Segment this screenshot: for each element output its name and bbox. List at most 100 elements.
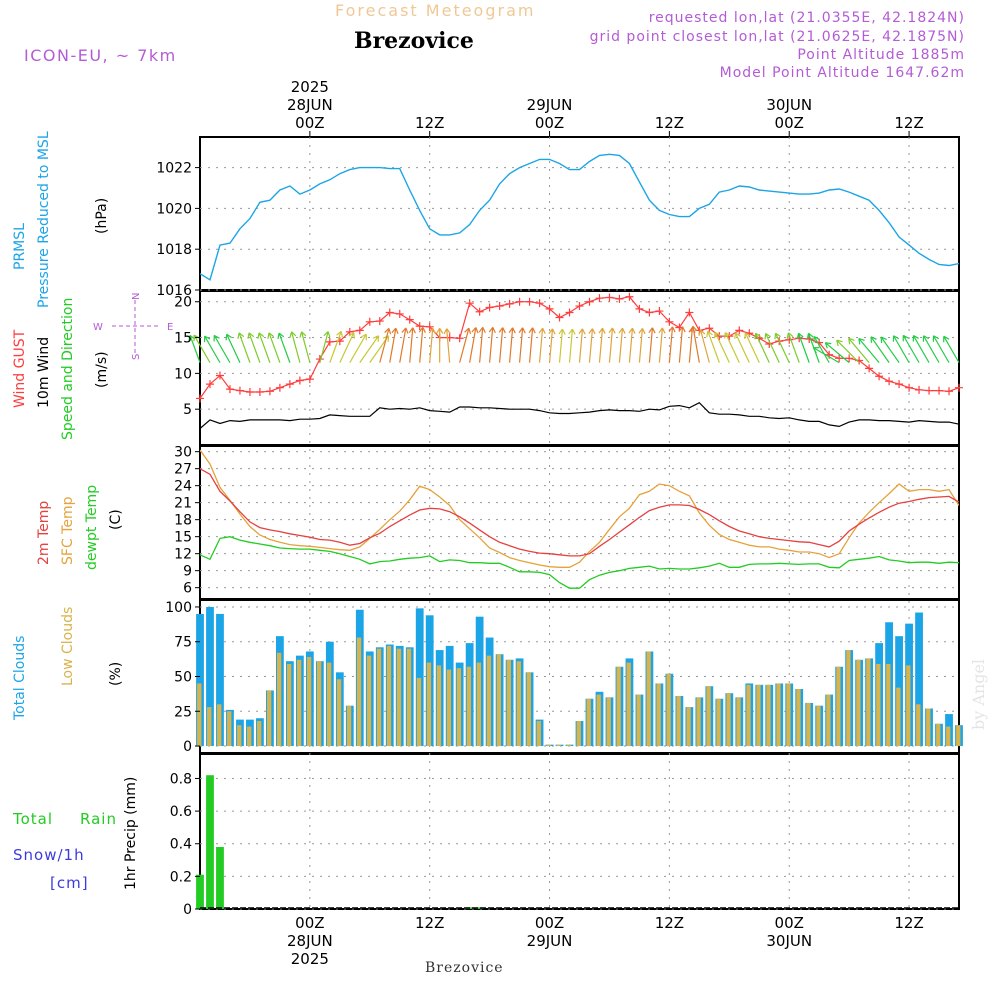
gust-point (345, 327, 354, 336)
wind-direction-arrow (268, 332, 281, 363)
wind-arrowhead (464, 327, 472, 335)
bottom-time-label: 29JUN (527, 932, 573, 950)
temp-tick-label: 15 (174, 530, 192, 546)
wind-arrowhead (724, 332, 731, 339)
compass-s: S (131, 354, 142, 360)
wind-direction-arrow (339, 332, 355, 363)
wind-direction-arrow (213, 335, 231, 363)
temp-label-2m: 2m Temp (36, 501, 52, 565)
low-cloud-bar (516, 661, 521, 747)
wind-direction-arrow (678, 326, 684, 363)
wind-direction-arrow (658, 327, 664, 363)
gust-point (955, 383, 963, 392)
low-cloud-bar (886, 663, 891, 747)
wind-direction-arrow (248, 332, 261, 363)
gust-point (295, 376, 304, 385)
wind-direction-arrow (399, 327, 407, 363)
wind-direction-arrow (668, 326, 674, 363)
wind-arrowhead (678, 326, 686, 333)
wind-arrowhead (578, 328, 586, 335)
gust-point (305, 375, 314, 384)
temp-label-dewpt: dewpt Temp (84, 485, 100, 570)
location-title: Brezovice (354, 28, 474, 54)
bottom-time-label: 2025 (291, 950, 329, 968)
wind-direction-arrow (349, 333, 367, 363)
total-cloud-bar (415, 608, 424, 747)
low-cloud-bar (286, 663, 292, 747)
wind-arrowhead (706, 330, 713, 338)
gust-point (205, 380, 214, 389)
gust-point (355, 326, 364, 335)
wind-arrowhead (858, 337, 865, 345)
low-cloud-bar (926, 708, 931, 747)
temp-label-sfc: SFC Temp (60, 496, 76, 565)
wind-direction-arrow (858, 338, 880, 364)
wind-direction-arrow (699, 329, 710, 363)
wind-arrowhead (690, 325, 698, 333)
total-cloud-bar (206, 606, 214, 747)
low-cloud-bar (686, 707, 691, 747)
wind-arrowhead (267, 332, 275, 339)
wind-arrowhead (478, 326, 486, 333)
low-cloud-bar (316, 661, 322, 747)
gust-point (245, 387, 254, 396)
gust-point (915, 385, 924, 394)
gust-point (495, 302, 504, 311)
precip-label-rain: Rain (80, 810, 117, 828)
gust-point (905, 383, 914, 392)
wind-direction-arrow (902, 335, 920, 363)
wind-direction-arrow (291, 331, 301, 363)
low-cloud-bar (566, 744, 571, 747)
grid-lines (200, 137, 959, 910)
low-cloud-bar (626, 662, 631, 747)
wind-arrowhead (558, 328, 566, 335)
wind-direction-arrow (870, 336, 890, 363)
gust-point (945, 387, 954, 396)
low-cloud-bar (666, 673, 671, 747)
low-cloud-bar (956, 725, 961, 747)
wind-direction-arrow (446, 328, 451, 363)
precip-tick-label: 0.6 (170, 804, 192, 820)
gust-point (925, 386, 934, 395)
precip-tick-label: 0.4 (170, 837, 192, 853)
wind-arrowhead (812, 347, 820, 354)
gust-point (285, 380, 294, 389)
wind-arrowhead (848, 337, 855, 345)
low-cloud-bar (296, 659, 302, 747)
low-cloud-bar (197, 683, 202, 747)
gust-point (525, 297, 534, 306)
wind-arrowhead (382, 335, 390, 342)
point-altitude: Point Altitude 1885m (797, 47, 965, 63)
wind-arrowhead (744, 332, 751, 339)
wind-arrowhead (384, 327, 392, 335)
wind-direction-arrow (692, 326, 700, 363)
low-cloud-bar (406, 648, 412, 747)
gust-point (465, 299, 474, 308)
wind-direction-arrow (943, 336, 960, 363)
pressure-tick-label: 1022 (156, 161, 192, 177)
gust-point (325, 337, 334, 346)
wind-arrowhead (648, 327, 656, 334)
gust-point (665, 317, 674, 326)
wind-arrowhead (237, 332, 245, 339)
precip-tick-label: 0 (183, 902, 192, 918)
wind-arrowhead (498, 327, 506, 334)
gust-point (365, 317, 374, 326)
model-label: ICON-EU, ~ 7km (24, 46, 177, 65)
wind-arrowhead (408, 327, 416, 334)
low-cloud-bar (776, 683, 781, 747)
panel-frame-wind (199, 290, 960, 446)
wind-label-dir: Speed and Direction (60, 298, 76, 440)
wind-arrowhead (912, 335, 919, 342)
model-altitude: Model Point Altitude 1647.62m (720, 65, 965, 81)
wind-direction-arrow (469, 327, 477, 363)
wind-speed-line (199, 401, 960, 429)
low-cloud-bar (606, 697, 611, 747)
gust-point (255, 387, 264, 396)
low-cloud-bar (596, 694, 601, 747)
wind-arrowhead (360, 333, 367, 341)
wind-direction-arrow (578, 328, 584, 363)
wind-direction-arrow (724, 332, 740, 363)
wind-direction-arrow (459, 328, 470, 363)
wind-direction-arrow (588, 328, 594, 363)
